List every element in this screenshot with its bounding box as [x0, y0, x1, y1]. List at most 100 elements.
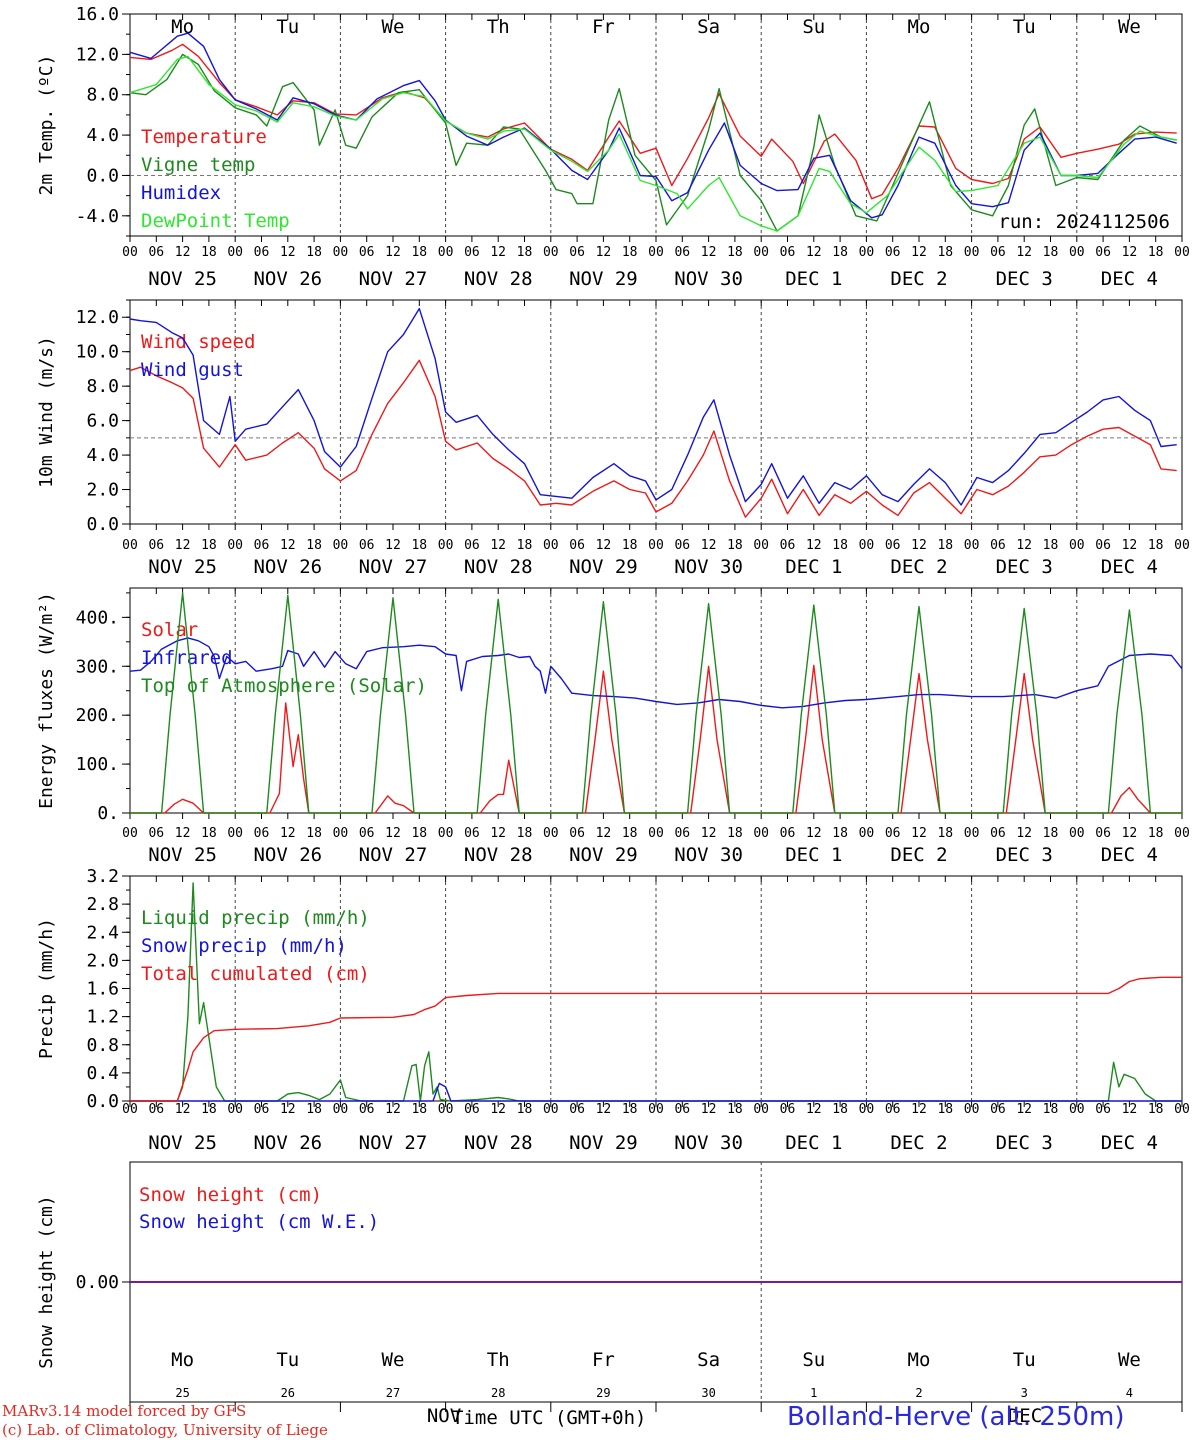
date-label: NOV 25 — [148, 556, 217, 578]
hour-tick-label: 12 — [596, 245, 612, 260]
weekday-label: Fr — [592, 1349, 615, 1371]
date-label: NOV 29 — [569, 556, 638, 578]
hour-tick-label: 00 — [648, 245, 664, 260]
date-label: NOV 29 — [569, 1132, 638, 1154]
hour-tick-label: 00 — [859, 826, 875, 841]
weekday-label: Sa — [697, 1349, 720, 1371]
hour-tick-label: 00 — [753, 1102, 769, 1117]
date-label: NOV 25 — [148, 844, 217, 866]
legend-entry: Solar — [141, 619, 198, 641]
hour-tick-label: 18 — [517, 1102, 533, 1117]
hour-tick-label: 18 — [622, 826, 638, 841]
hour-tick-label: 00 — [859, 538, 875, 553]
hour-tick-label: 00 — [1174, 1102, 1190, 1117]
hour-tick-label: 06 — [1095, 538, 1111, 553]
legend-entry: Vigne temp — [141, 154, 255, 176]
date-label: NOV 30 — [674, 1132, 743, 1154]
y-axis-label: Energy fluxes (W/m²) — [36, 592, 57, 809]
hour-tick-label: 18 — [727, 245, 743, 260]
hour-tick-label: 12 — [280, 245, 296, 260]
weekday-label: Tu — [1013, 16, 1036, 38]
hour-tick-label: 06 — [359, 538, 375, 553]
hour-tick-label: 06 — [569, 826, 585, 841]
hour-tick-label: 06 — [1095, 245, 1111, 260]
date-label: DEC 2 — [890, 556, 947, 578]
hour-tick-label: 00 — [438, 538, 454, 553]
y-tick-label: 0.0 — [86, 1091, 119, 1112]
station-name: Bolland-Herve (alt. 250m) — [787, 1402, 1125, 1432]
hour-tick-label: 06 — [780, 538, 796, 553]
hour-tick-label: 00 — [438, 245, 454, 260]
y-tick-label: 0.00 — [76, 1272, 119, 1293]
date-label: DEC 3 — [996, 1132, 1053, 1154]
hour-tick-label: 06 — [990, 538, 1006, 553]
date-label: DEC 1 — [785, 1132, 842, 1154]
hour-tick-label: 06 — [780, 1102, 796, 1117]
date-label: NOV 28 — [464, 844, 533, 866]
hour-tick-label: 00 — [753, 245, 769, 260]
legend-entry: Snow precip (mm/h) — [141, 935, 347, 957]
hour-tick-label: 18 — [1043, 538, 1059, 553]
day-number-label: 29 — [596, 1386, 610, 1400]
weekday-label: We — [382, 1349, 405, 1371]
hour-tick-label: 12 — [701, 245, 717, 260]
y-tick-label: 0.0 — [86, 165, 119, 186]
hour-tick-label: 18 — [622, 245, 638, 260]
hour-tick-label: 18 — [411, 245, 427, 260]
hour-tick-label: 12 — [1122, 826, 1138, 841]
date-label: NOV 27 — [359, 556, 428, 578]
hour-tick-label: 12 — [385, 1102, 401, 1117]
hour-tick-label: 18 — [201, 1102, 217, 1117]
footer-model: MARv3.14 model forced by GFS (c) Lab. of… — [2, 1402, 328, 1440]
date-label: NOV 29 — [569, 844, 638, 866]
hour-tick-label: 12 — [911, 826, 927, 841]
hour-tick-label: 12 — [806, 538, 822, 553]
hour-tick-label: 18 — [411, 1102, 427, 1117]
hour-tick-label: 00 — [1174, 538, 1190, 553]
hour-tick-label: 00 — [964, 1102, 980, 1117]
date-label: NOV 26 — [253, 556, 322, 578]
weekday-label: We — [1118, 1349, 1141, 1371]
plot-frame-2 — [129, 587, 1183, 814]
hour-tick-label: 18 — [306, 245, 322, 260]
legend-entry: DewPoint Temp — [141, 210, 290, 232]
hour-tick-label: 06 — [254, 1102, 270, 1117]
hour-tick-label: 06 — [990, 826, 1006, 841]
hour-tick-label: 06 — [464, 538, 480, 553]
hour-tick-label: 12 — [911, 538, 927, 553]
hour-tick-label: 12 — [385, 538, 401, 553]
date-label: NOV 30 — [674, 844, 743, 866]
hour-tick-label: 00 — [122, 538, 138, 553]
hour-tick-label: 00 — [543, 245, 559, 260]
hour-tick-label: 18 — [832, 538, 848, 553]
hour-tick-label: 18 — [201, 538, 217, 553]
hour-tick-label: 18 — [1043, 245, 1059, 260]
hour-tick-label: 06 — [1095, 826, 1111, 841]
hour-tick-label: 06 — [254, 826, 270, 841]
date-label: NOV 25 — [148, 1132, 217, 1154]
hour-tick-label: 18 — [1148, 826, 1164, 841]
footer-line1: MARv3.14 model forced by GFS — [2, 1402, 247, 1420]
hour-tick-label: 00 — [333, 538, 349, 553]
hour-tick-label: 00 — [1069, 538, 1085, 553]
hour-tick-label: 06 — [148, 245, 164, 260]
y-tick-label: 8.0 — [86, 85, 119, 106]
date-label: DEC 4 — [1101, 556, 1158, 578]
hour-tick-label: 18 — [1148, 245, 1164, 260]
legend-entry: Snow height (cm) — [139, 1184, 322, 1206]
hour-tick-label: 18 — [832, 245, 848, 260]
hour-tick-label: 00 — [1174, 245, 1190, 260]
hour-tick-label: 18 — [306, 1102, 322, 1117]
date-label: NOV 25 — [148, 268, 217, 290]
legend-entry: Total cumulated (cm) — [141, 963, 370, 985]
month-label: NOV — [427, 1405, 461, 1427]
hour-tick-label: 12 — [175, 826, 191, 841]
date-label: NOV 28 — [464, 268, 533, 290]
date-label: NOV 30 — [674, 556, 743, 578]
hour-tick-label: 12 — [1016, 538, 1032, 553]
date-label: DEC 3 — [996, 844, 1053, 866]
weekday-label: Tu — [1013, 1349, 1036, 1371]
y-tick-label: 10.0 — [76, 342, 119, 363]
date-label: NOV 26 — [253, 844, 322, 866]
